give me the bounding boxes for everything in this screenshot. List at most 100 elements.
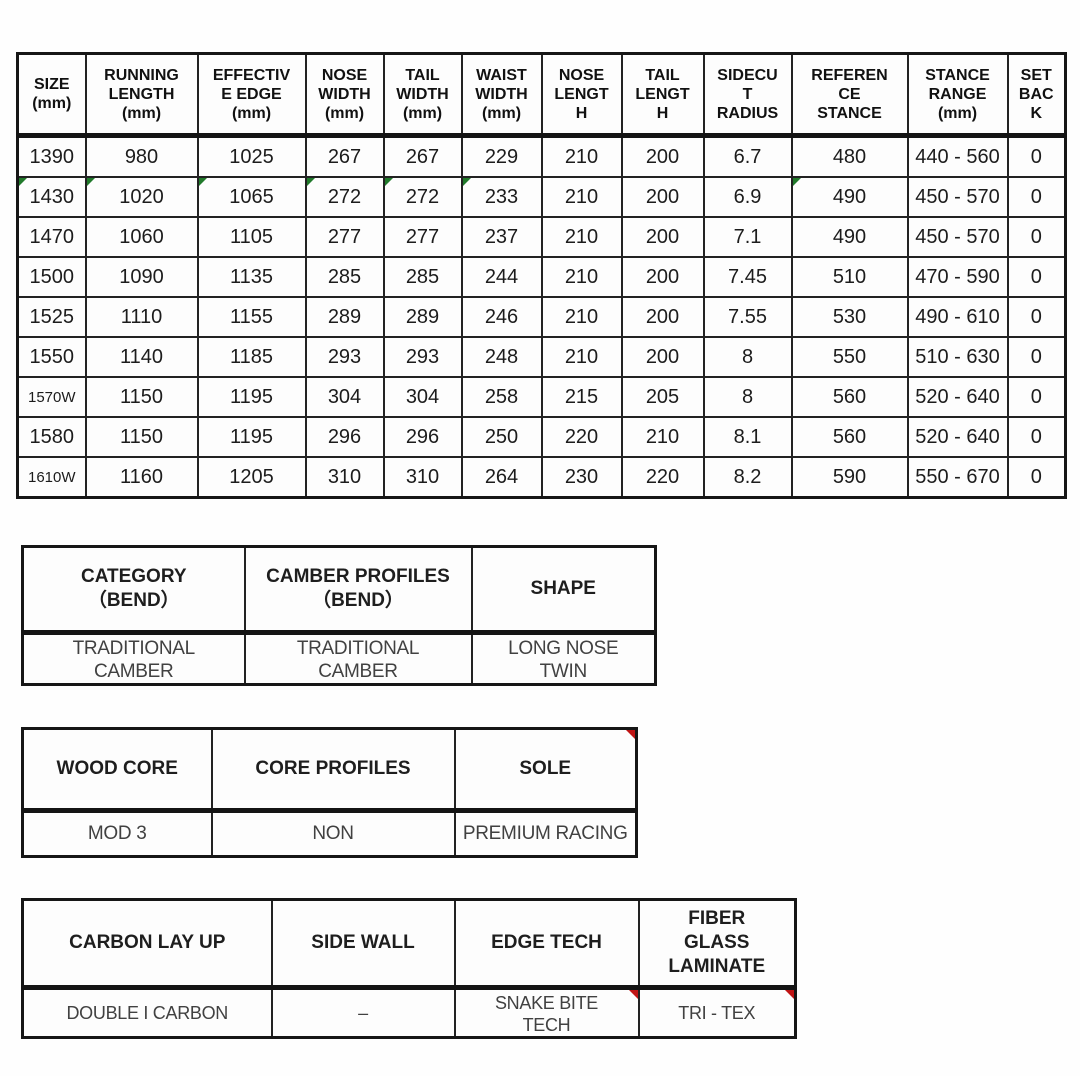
size-spec-table-cell: 7.55 xyxy=(702,296,793,338)
size-spec-table-cell-value: 1570W xyxy=(27,388,76,406)
size-spec-table-cell-value: 215 xyxy=(564,385,599,408)
size-spec-table-cell-value: 8.1 xyxy=(733,425,762,448)
size-spec-table-cell: 520 - 640 xyxy=(906,416,1009,458)
size-spec-table-cell-value: 272 xyxy=(405,185,440,208)
size-spec-table-cell-value: 560 xyxy=(832,425,867,448)
size-spec-table-cell-value: 550 - 670 xyxy=(915,465,1000,488)
size-spec-table-body: 1390 980 1025 267 267 229 210 200 6.7 480 440 - 56… xyxy=(16,134,1067,499)
size-spec-table-cell-value: 520 - 640 xyxy=(915,425,1000,448)
size-spec-table-cell: 264 xyxy=(460,456,543,499)
size-spec-table-cell: 1155 xyxy=(196,296,307,338)
size-spec-table-cell: 7.45 xyxy=(702,256,793,298)
size-spec-table-cell: 200 xyxy=(620,256,705,298)
size-spec-table-cell-value: 277 xyxy=(327,225,362,248)
size-spec-table-cell-value: 490 - 610 xyxy=(915,305,1000,328)
size-spec-table-cell-value: 440 - 560 xyxy=(915,145,1000,168)
size-spec-table-cell: 1185 xyxy=(196,336,307,378)
size-spec-table-cell-value: 1470 xyxy=(29,225,75,248)
size-spec-table-cell-value: 272 xyxy=(327,185,362,208)
core-sole-table-cell: PREMIUM RACING xyxy=(453,809,638,858)
construction-tech-table-header-label: CARBON LAY UP xyxy=(69,932,226,953)
size-spec-table-cell-value: 1135 xyxy=(229,265,273,288)
size-spec-table-cell: 267 xyxy=(382,134,463,178)
size-spec-table-cell: 230 xyxy=(540,456,623,499)
comment-marker-green xyxy=(793,179,801,186)
size-spec-table-cell-value: 0 xyxy=(1030,385,1042,408)
category-bend-table-header-cell: CATEGORY （BEND） xyxy=(21,545,246,635)
size-spec-table-cell-value: 220 xyxy=(564,425,599,448)
size-spec-table-cell: 1025 xyxy=(196,134,307,178)
category-bend-table-header-label: CATEGORY （BEND） xyxy=(80,566,187,611)
size-spec-table-cell-value: 1140 xyxy=(119,345,163,368)
size-spec-table-header-label: RUNNING LENGTH (mm) xyxy=(104,66,179,122)
size-spec-table-cell: 310 xyxy=(382,456,463,499)
size-spec-table-cell: 277 xyxy=(382,216,463,258)
size-spec-table-header-cell: REFEREN CE STANCE xyxy=(790,52,909,138)
size-spec-table-cell: 267 xyxy=(304,134,385,178)
size-spec-table-cell: 248 xyxy=(460,336,543,378)
size-spec-table-cell: 0 xyxy=(1006,336,1067,378)
comment-marker-red xyxy=(785,990,794,999)
core-sole-table-header: WOOD CORE CORE PROFILES SOLE xyxy=(21,727,638,813)
size-spec-table-cell-value: 0 xyxy=(1030,225,1042,248)
size-spec-table-header-label: WAIST WIDTH (mm) xyxy=(475,66,528,122)
size-spec-table: SIZE (mm) RUNNING LENGTH (mm) EFFECTIV E E… xyxy=(16,52,1067,499)
size-spec-table-cell: 293 xyxy=(304,336,385,378)
size-spec-table-cell-value: 470 - 590 xyxy=(915,265,1000,288)
size-spec-table-cell: 560 xyxy=(790,416,909,458)
size-spec-table-cell-value: 520 - 640 xyxy=(915,385,1000,408)
size-spec-table-cell-value: 200 xyxy=(645,265,680,288)
size-spec-table-cell: 560 xyxy=(790,376,909,418)
core-sole-table-header-label: SOLE xyxy=(519,758,572,779)
size-spec-table-cell-value: 1430 xyxy=(29,185,75,208)
size-spec-table-header-label: SET BAC K xyxy=(1018,66,1054,122)
size-spec-table-cell-value: 289 xyxy=(327,305,362,328)
construction-tech-table-header-label: SIDE WALL xyxy=(311,932,415,953)
size-spec-table-cell-value: 490 xyxy=(832,225,867,248)
size-spec-table-cell-value: 1580 xyxy=(29,425,75,448)
size-spec-table-cell: 8.2 xyxy=(702,456,793,499)
size-spec-table-header-label: SIDECU T RADIUS xyxy=(716,66,779,122)
size-spec-table-cell-value: 237 xyxy=(484,225,519,248)
size-spec-table-header-cell: RUNNING LENGTH (mm) xyxy=(84,52,199,138)
size-spec-table-cell: 0 xyxy=(1006,416,1067,458)
size-spec-table-cell: 1110 xyxy=(84,296,199,338)
size-spec-table-cell-value: 1105 xyxy=(229,225,273,248)
size-spec-table-cell: 289 xyxy=(304,296,385,338)
construction-tech-table: CARBON LAY UP SIDE WALL EDGE TECH FIBER GLA… xyxy=(21,898,797,1039)
size-spec-table-cell-value: 220 xyxy=(645,465,680,488)
category-bend-table-cell-value: LONG NOSE TWIN xyxy=(508,638,619,682)
size-spec-table-cell: 285 xyxy=(304,256,385,298)
category-bend-table-cell: TRADITIONAL CAMBER xyxy=(21,631,246,686)
size-spec-table-cell: 1570W xyxy=(16,376,87,418)
category-bend-table-cell-value: TRADITIONAL CAMBER xyxy=(296,638,420,682)
size-spec-table-cell: 296 xyxy=(382,416,463,458)
comment-marker-green xyxy=(463,179,471,186)
size-spec-table-cell-value: 1500 xyxy=(29,265,75,288)
size-spec-table-cell: 246 xyxy=(460,296,543,338)
size-spec-table-cell: 1065 xyxy=(196,176,307,218)
category-bend-table-header-label: CAMBER PROFILES （BEND） xyxy=(266,566,450,611)
size-spec-table-cell-value: 1150 xyxy=(119,425,163,448)
size-spec-table-cell: 272 xyxy=(304,176,385,218)
comment-marker-red xyxy=(628,990,637,999)
size-spec-table-cell: 1140 xyxy=(84,336,199,378)
size-spec-table-cell: 510 xyxy=(790,256,909,298)
size-spec-table-cell-value: 200 xyxy=(645,345,680,368)
construction-tech-table-header-cell: FIBER GLASS LAMINATE xyxy=(637,898,797,990)
size-spec-table-cell: 440 - 560 xyxy=(906,134,1009,178)
size-spec-table-cell-value: 310 xyxy=(405,465,440,488)
size-spec-table-cell: 550 - 670 xyxy=(906,456,1009,499)
size-spec-table-header-cell: TAIL WIDTH (mm) xyxy=(382,52,463,138)
size-spec-table-cell: 304 xyxy=(304,376,385,418)
size-spec-table-header-cell: EFFECTIV E EDGE (mm) xyxy=(196,52,307,138)
size-spec-table-cell: 229 xyxy=(460,134,543,178)
size-spec-table-cell: 277 xyxy=(304,216,385,258)
size-spec-table-cell-value: 1025 xyxy=(229,145,274,168)
size-spec-table-cell: 244 xyxy=(460,256,543,298)
size-spec-table-cell: 293 xyxy=(382,336,463,378)
construction-tech-table-cell-value: DOUBLE I CARBON xyxy=(66,1003,229,1023)
size-spec-table-cell-value: 8 xyxy=(741,345,754,368)
size-spec-table-cell: 1135 xyxy=(196,256,307,298)
comment-marker-green xyxy=(199,179,207,186)
